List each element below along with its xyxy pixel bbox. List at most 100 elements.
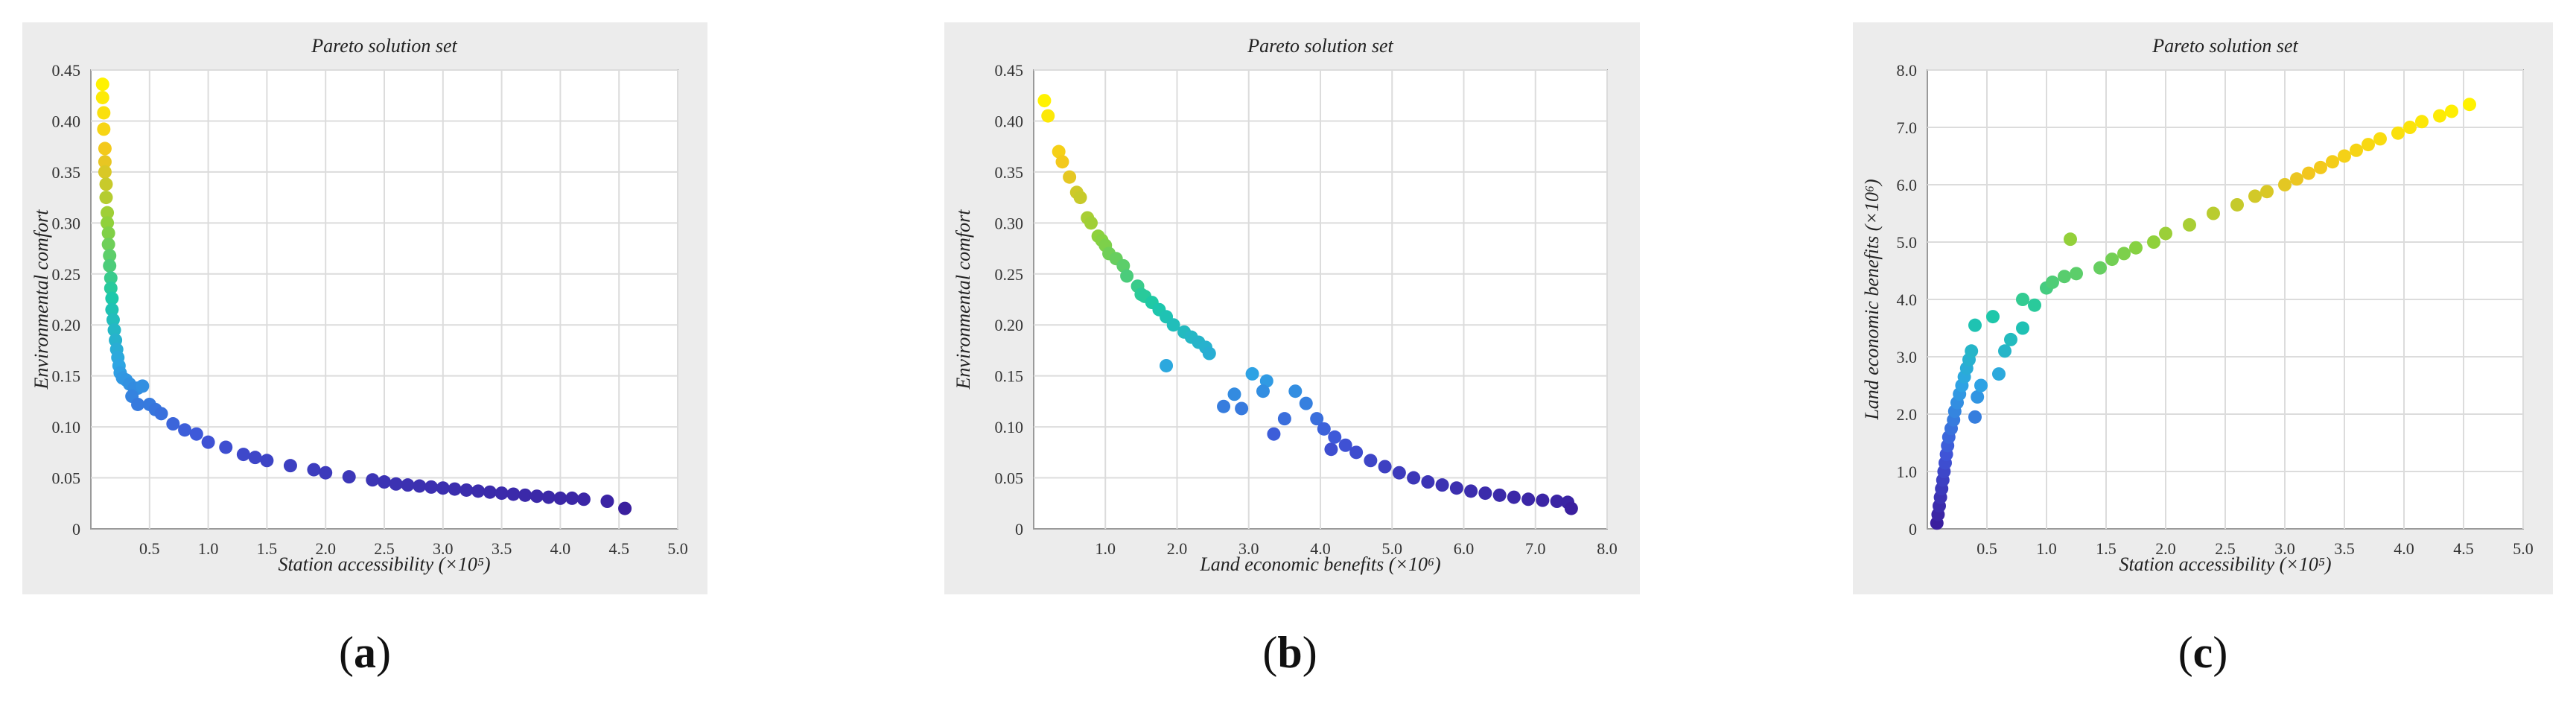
data-point (260, 454, 274, 468)
x-tick-label: 2.0 (2155, 539, 2176, 558)
x-tick-label: 4.5 (2453, 539, 2474, 558)
x-tick-label: 4.0 (2394, 539, 2414, 558)
x-tick-label: 7.0 (1525, 539, 1546, 558)
data-point (2338, 149, 2351, 163)
data-point (2105, 252, 2119, 267)
data-point (104, 281, 118, 295)
data-point (529, 489, 544, 504)
x-axis-label: Station accessibility (×10⁵) (278, 553, 490, 575)
data-point (1277, 412, 1291, 426)
data-point (1116, 258, 1130, 273)
y-axis-label: Environmental comfort (31, 209, 52, 390)
data-point (1971, 390, 1985, 404)
data-point (1968, 410, 1982, 424)
data-point (219, 440, 233, 454)
data-point (136, 379, 150, 393)
x-tick-label: 1.0 (1095, 539, 1116, 558)
data-point (1299, 396, 1313, 410)
data-point (1259, 374, 1273, 388)
data-point (99, 191, 113, 205)
x-tick-label: 1.0 (198, 539, 219, 558)
chart-panel-b: 1.0 2.0 3.0 4.0 5.0 6.0 7.0 8.0 0 0.05 0.10 0.15 0.2… (944, 22, 1640, 594)
x-tick-label: 3.0 (2274, 539, 2295, 558)
data-point (98, 155, 112, 169)
x-tick-label: 0.5 (1976, 539, 1997, 558)
x-tick-label: 4.5 (608, 539, 629, 558)
data-point (1536, 493, 1550, 507)
y-tick-label: 0.20 (995, 316, 1024, 334)
x-tick-label: 5.0 (1382, 539, 1403, 558)
chart-c: 0.5 1.0 1.5 2.0 2.5 3.0 3.5 4.0 4.5 5.0 0 1.0 2.0 3.0… (1861, 35, 2534, 575)
x-tick-label: 0.5 (139, 539, 160, 558)
data-point (2064, 232, 2077, 247)
x-tick-label: 3.5 (492, 539, 512, 558)
data-point (1478, 486, 1492, 501)
x-tick-label: 2.5 (374, 539, 395, 558)
data-point (518, 488, 532, 502)
y-tick-label: 0.35 (52, 163, 81, 182)
data-point (105, 291, 119, 305)
data-point (2046, 275, 2059, 289)
data-point (448, 482, 462, 496)
data-point (1041, 109, 1055, 123)
y-tick-label: 0.10 (52, 418, 81, 436)
data-point (1998, 344, 2011, 358)
data-point (166, 417, 180, 431)
chart-panel-a: 0.5 1.0 1.5 2.0 2.5 3.0 3.5 4.0 4.5 5.0 0 0.05 0.10 0… (22, 22, 707, 594)
data-point (2326, 155, 2339, 169)
data-point (553, 491, 567, 505)
data-point (342, 470, 356, 484)
y-tick-label: 0.05 (995, 469, 1024, 488)
data-point (1421, 475, 1435, 489)
data-point (189, 427, 203, 441)
data-point (1160, 358, 1174, 372)
data-point (1310, 412, 1324, 426)
data-point (178, 423, 192, 437)
y-axis-label: Land economic benefits (×10⁶) (1861, 179, 1883, 420)
x-axis-label: Land economic benefits (×10⁶) (1199, 553, 1440, 575)
data-point (1267, 427, 1281, 441)
data-point (1435, 478, 1449, 492)
x-tick-label: 6.0 (1454, 539, 1475, 558)
data-point (307, 463, 321, 477)
data-point (1084, 216, 1098, 230)
data-point (106, 313, 120, 327)
data-point (1349, 445, 1364, 460)
x-tick-label: 1.0 (2036, 539, 2057, 558)
y-tick-label: 3.0 (1897, 348, 1918, 366)
y-tick-label: 5.0 (1897, 233, 1918, 252)
y-tick-label: 7.0 (1897, 118, 1918, 137)
y-axis-label: Environmental comfort (953, 209, 974, 390)
data-point (95, 90, 109, 104)
data-point (1288, 384, 1303, 398)
data-point (2129, 241, 2143, 255)
data-point (401, 478, 415, 492)
chart-title: Pareto solution set (2152, 35, 2298, 57)
y-tick-label: 0.35 (995, 163, 1024, 182)
data-point (1992, 367, 2006, 381)
x-tick-label: 2.0 (1167, 539, 1188, 558)
data-point (1202, 346, 1216, 360)
data-point (98, 142, 112, 156)
data-point (1063, 170, 1077, 184)
x-tick-label: 1.5 (257, 539, 278, 558)
data-point (1564, 501, 1578, 515)
data-point (1120, 269, 1134, 283)
y-tick-label: 0.40 (52, 112, 81, 130)
data-point (95, 77, 109, 92)
data-point (1256, 384, 1270, 398)
data-point (1317, 422, 1331, 436)
data-point (283, 459, 297, 473)
x-axis-label: Station accessibility (×10⁵) (2119, 553, 2331, 575)
chart-b: 1.0 2.0 3.0 4.0 5.0 6.0 7.0 8.0 0 0.05 0.10 0.15 0.2… (953, 35, 1618, 575)
y-tick-label: 0.30 (995, 214, 1024, 232)
chart-a: 0.5 1.0 1.5 2.0 2.5 3.0 3.5 4.0 4.5 5.0 0 0.05 0.10 0… (31, 35, 688, 575)
y-tick-label: 0.10 (995, 418, 1024, 436)
data-point (483, 485, 497, 499)
data-point (1055, 155, 1069, 169)
data-point (565, 491, 579, 505)
x-tick-label: 3.0 (433, 539, 454, 558)
data-point (1974, 378, 1988, 393)
data-point (154, 407, 168, 421)
chart-title: Pareto solution set (1247, 35, 1393, 57)
